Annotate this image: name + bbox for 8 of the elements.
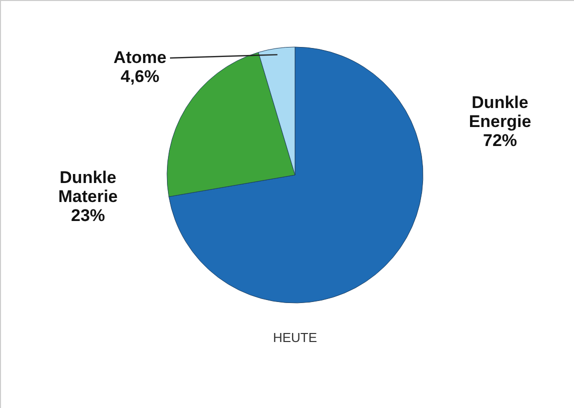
pie-slice bbox=[168, 46, 424, 304]
slice-label: Dunkle Energie bbox=[468, 93, 532, 131]
slice-label: Atome bbox=[114, 48, 166, 67]
slice-label: Dunkle Materie bbox=[58, 168, 118, 206]
data-label: 72% bbox=[482, 131, 518, 150]
data-label: 23% bbox=[70, 206, 106, 225]
data-label: 4,6% bbox=[120, 67, 160, 86]
text: HEUTE bbox=[272, 330, 318, 345]
